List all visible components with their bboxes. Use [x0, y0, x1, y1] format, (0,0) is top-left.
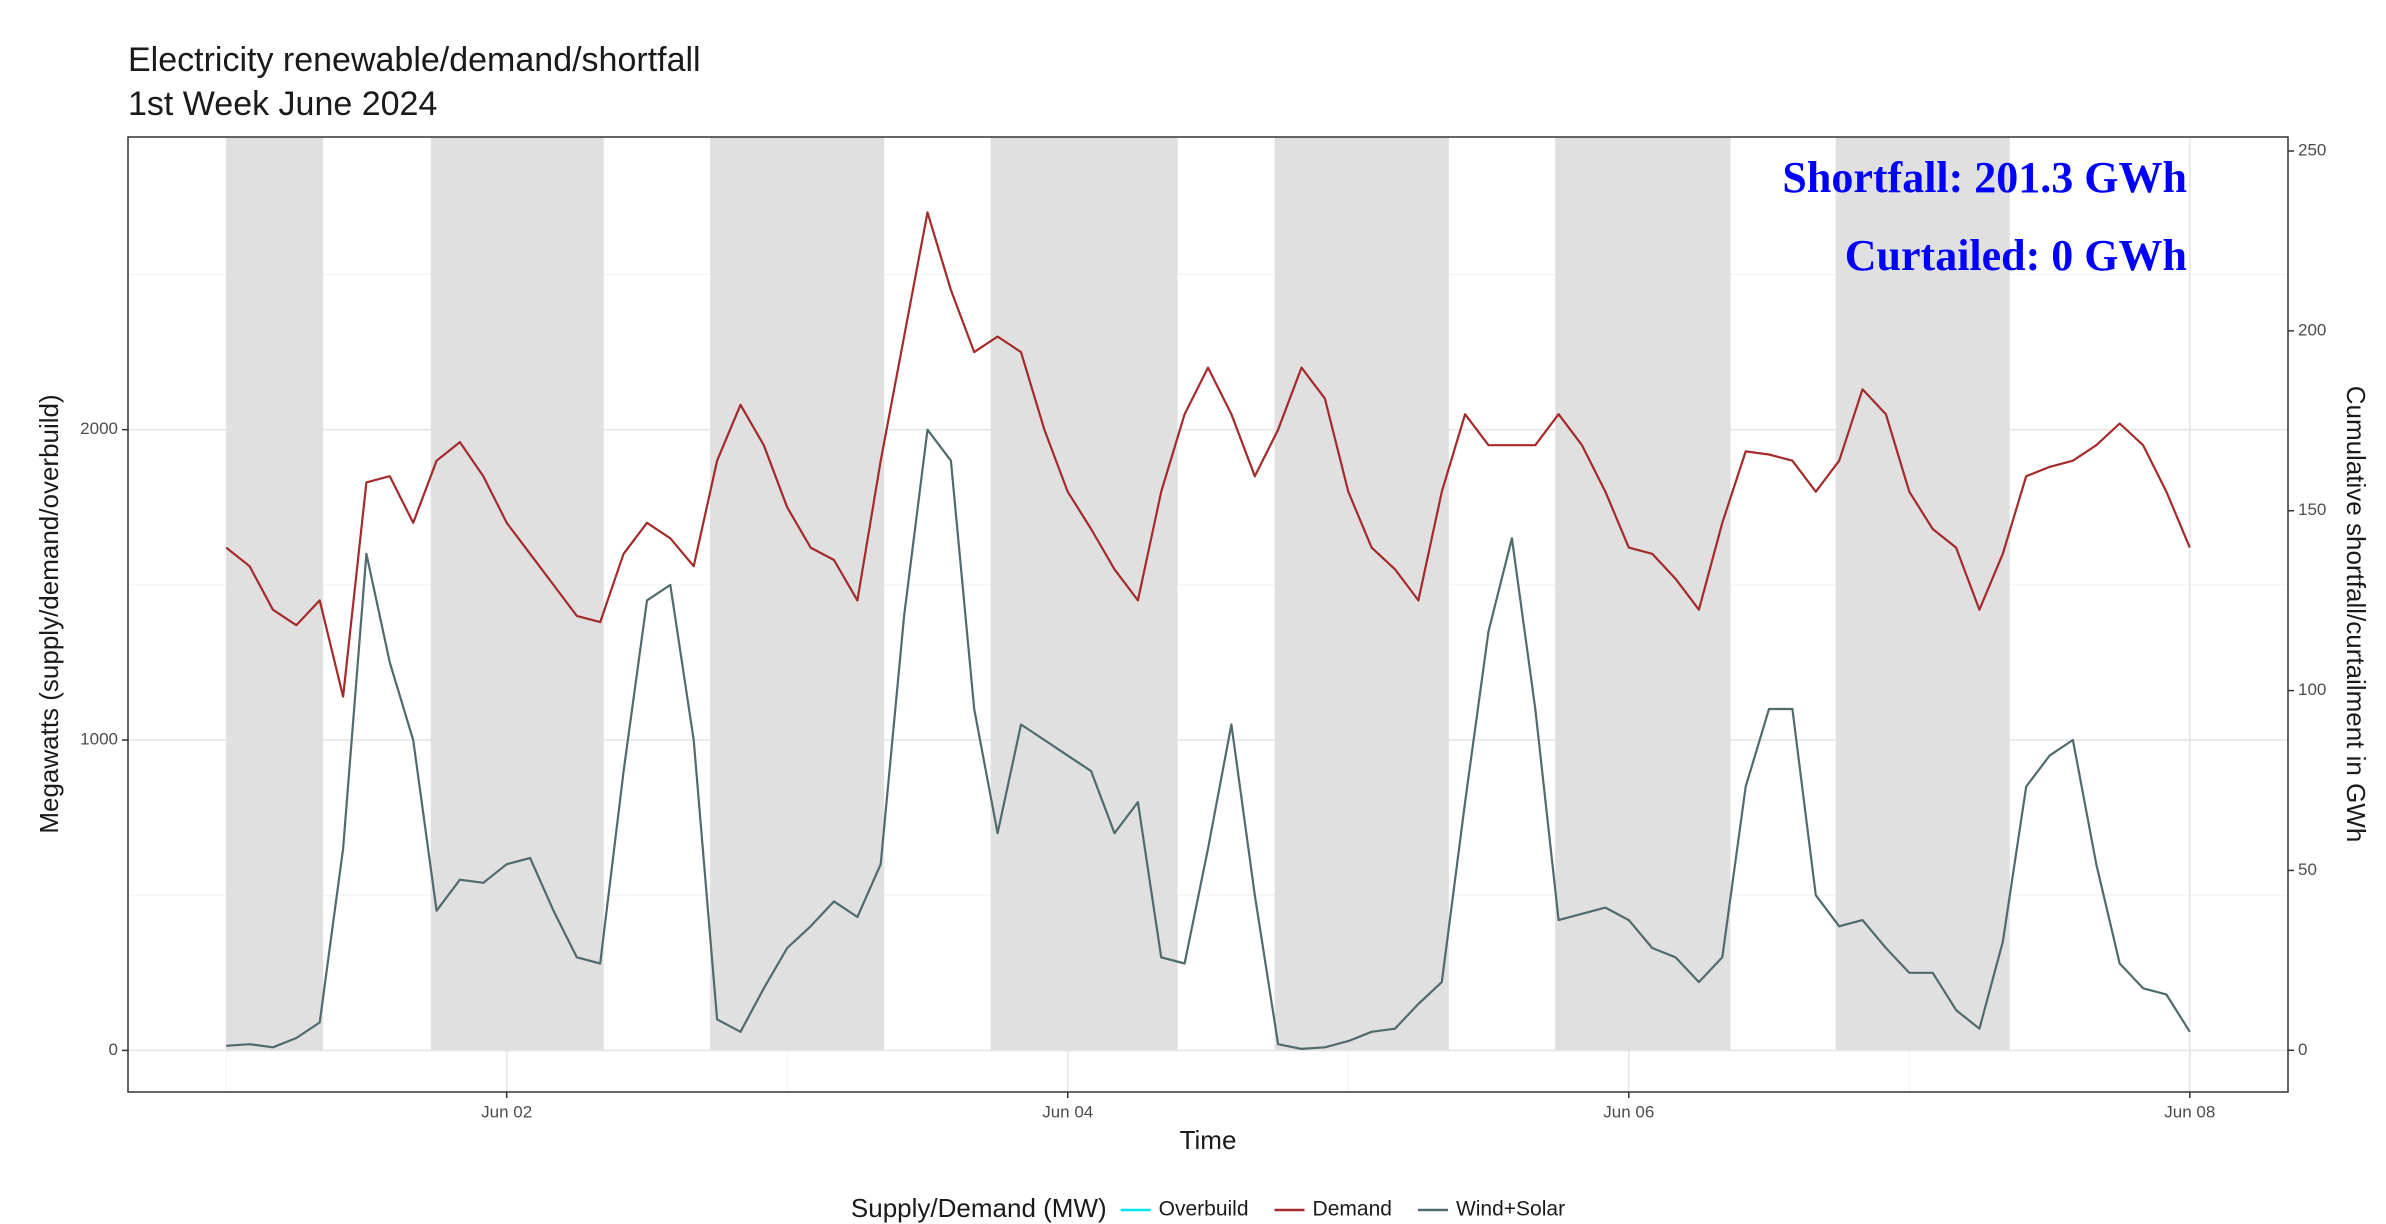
shaded-period — [226, 137, 324, 1051]
shaded-period — [1555, 137, 1731, 1051]
x-tick-label: Jun 08 — [2164, 1102, 2215, 1121]
y-axis-title: Megawatts (supply/demand/overbuild) — [34, 394, 64, 833]
chart-subtitle: 1st Week June 2024 — [128, 85, 437, 123]
y-tick-label: 0 — [109, 1040, 118, 1059]
y2-tick-label: 250 — [2298, 141, 2326, 160]
annotation: Shortfall: 201.3 GWh — [1782, 153, 2187, 202]
y2-axis-title: Cumulative shortfall/curtailment in GWh — [2341, 386, 2371, 843]
legend-label: Demand — [1313, 1198, 1392, 1221]
series-line — [225, 211, 2191, 698]
legend: Supply/Demand (MW) Overbuild Demand Wind+So… — [851, 1193, 1565, 1223]
shaded-period — [430, 137, 604, 1051]
series-line — [226, 428, 2191, 1050]
annotation: Curtailed: 0 GWh — [1845, 231, 2187, 280]
y2-tick-label: 150 — [2298, 500, 2326, 519]
y2-tick-label: 0 — [2298, 1040, 2307, 1059]
x-tick-label: Jun 06 — [1603, 1102, 1654, 1121]
y2-tick-label: 50 — [2298, 860, 2317, 879]
chart-title: Electricity renewable/demand/shortfall — [128, 41, 701, 79]
legend-label: Overbuild — [1159, 1198, 1249, 1221]
plot-border — [127, 136, 2289, 1093]
y-tick-label: 1000 — [80, 730, 118, 749]
y2-tick-label: 200 — [2298, 320, 2326, 339]
shaded-period — [710, 137, 885, 1051]
y-tick-label: 2000 — [80, 419, 118, 438]
x-axis-title: Time — [1180, 1125, 1237, 1155]
legend-label: Wind+Solar — [1456, 1198, 1565, 1221]
shaded-period — [1274, 137, 1449, 1051]
shaded-period — [1835, 137, 2010, 1051]
x-tick-label: Jun 04 — [1042, 1102, 1093, 1121]
x-tick-label: Jun 02 — [481, 1102, 532, 1121]
shaded-period — [990, 137, 1178, 1051]
y2-tick-label: 100 — [2298, 680, 2326, 699]
legend-title: Supply/Demand (MW) — [851, 1193, 1107, 1223]
